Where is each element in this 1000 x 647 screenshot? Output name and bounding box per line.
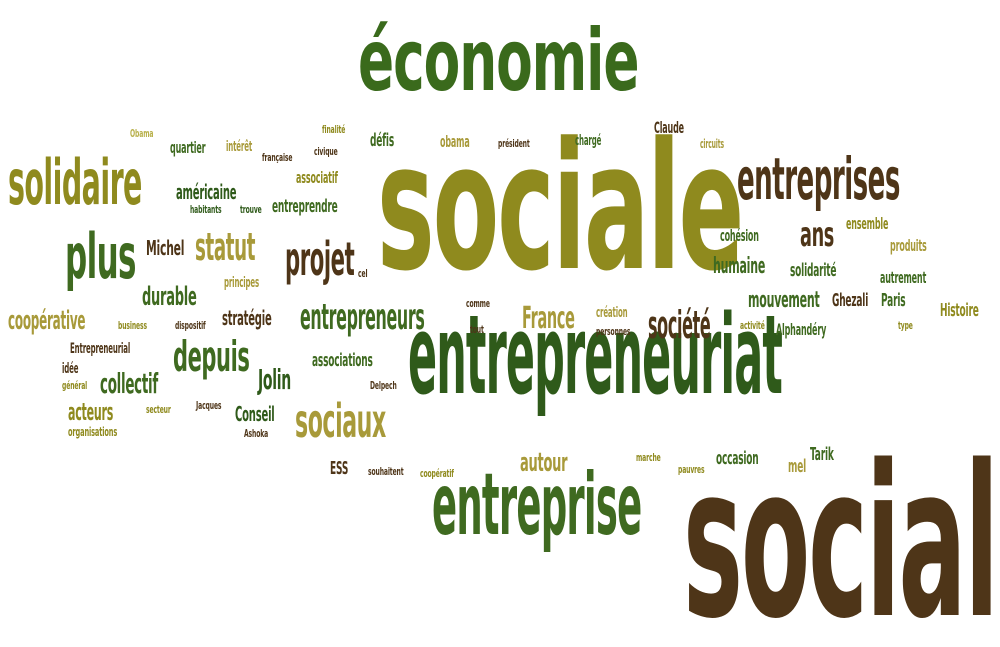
word-Ashoka: Ashoka [244, 427, 269, 440]
word-general: général [62, 379, 88, 392]
word-pauvres: pauvres [678, 463, 705, 476]
word-defis: défis [370, 130, 395, 151]
word-strategie: stratégie [222, 306, 272, 330]
word-Jolin: Jolin [258, 363, 291, 396]
word-sociale: sociale [377, 105, 744, 310]
word-habitants: habitants [190, 203, 222, 216]
word-plus: plus [65, 220, 136, 293]
word-ESS: ESS [330, 458, 349, 479]
word-cohesion: cohésion [720, 226, 759, 245]
word-circuits: circuits [700, 137, 724, 151]
word-Histoire: Histoire [940, 300, 979, 321]
word-entreprendre: entreprendre [272, 196, 338, 217]
word-tout: tout [470, 323, 484, 336]
word-obama: obama [440, 132, 470, 151]
word-trouve: trouve [240, 203, 262, 216]
word-Claude: Claude [654, 118, 684, 137]
word-autrement: autrement [880, 268, 927, 287]
word-ensemble: ensemble [846, 214, 889, 233]
word-cel: cel [358, 267, 368, 280]
word-statut: statut [195, 225, 256, 269]
word-francaise: française [262, 151, 293, 164]
word-charge: chargé [575, 133, 602, 149]
word-entrepreneuriat: entrepreneuriat [408, 291, 783, 419]
word-activite: activité [740, 319, 765, 332]
word-mel: mel [788, 456, 807, 477]
word-dispositif: dispositif [175, 319, 206, 332]
word-occasion: occasion [716, 448, 759, 469]
word-principes: principes [224, 275, 260, 291]
word-humaine: humaine [713, 254, 766, 279]
word-acteurs: acteurs [68, 398, 114, 426]
word-social: social [683, 420, 999, 647]
word-business: business [118, 319, 147, 332]
word-comme: comme [466, 297, 490, 310]
word-organisations: organisations [68, 425, 118, 439]
word-collectif: collectif [100, 367, 158, 400]
word-entrepreneurs: entrepreneurs [300, 297, 425, 338]
word-marche: marche [636, 451, 661, 464]
word-type: type [898, 319, 913, 332]
word-Jacques: Jacques [196, 399, 222, 412]
word-Michel: Michel [146, 236, 185, 260]
word-creation: création [596, 305, 628, 321]
word-Delpech: Delpech [370, 379, 397, 392]
word-economie: économie [358, 11, 640, 111]
word-Paris: Paris [881, 290, 906, 311]
word-personnes: personnes [596, 325, 631, 338]
word-Alphandery: Alphandéry [776, 320, 827, 339]
word-secteur: secteur [146, 403, 171, 416]
word-sociaux: sociaux [295, 394, 386, 448]
word-americaine: américaine [176, 180, 237, 204]
word-solidaire: solidaire [8, 146, 142, 219]
word-societe: société [648, 303, 711, 347]
word-souhaitent: souhaitent [368, 465, 404, 478]
word-France: France [522, 301, 575, 336]
word-Obama: Obama [130, 127, 154, 140]
word-Entrepreneurial: Entrepreneurial [70, 341, 131, 357]
word-entreprise: entreprise [432, 455, 642, 555]
word-finalite: finalité [322, 123, 346, 136]
word-produits: produits [890, 236, 927, 255]
word-solidarite: solidarité [790, 260, 837, 281]
word-president: président [498, 137, 530, 150]
word-cooperatif: coopératif [420, 467, 454, 480]
word-Ghezali: Ghezali [832, 290, 869, 311]
word-autour: autour [520, 448, 568, 478]
word-associatif: associatif [296, 168, 338, 187]
word-Tarik: Tarik [810, 444, 834, 465]
word-Conseil: Conseil [235, 402, 275, 426]
word-associations: associations [312, 350, 373, 371]
word-projet: projet [285, 232, 355, 286]
word-entreprises: entreprises [737, 145, 900, 213]
word-mouvement: mouvement [748, 288, 820, 313]
word-idee: idée [62, 361, 79, 377]
word-ans: ans [800, 215, 834, 255]
word-durable: durable [142, 282, 197, 312]
word-civique: civique [314, 145, 338, 158]
word-depuis: depuis [173, 332, 250, 381]
word-interet: intérêt [226, 139, 253, 155]
word-quartier: quartier [170, 138, 206, 157]
word-cooperative: coopérative [8, 306, 86, 336]
